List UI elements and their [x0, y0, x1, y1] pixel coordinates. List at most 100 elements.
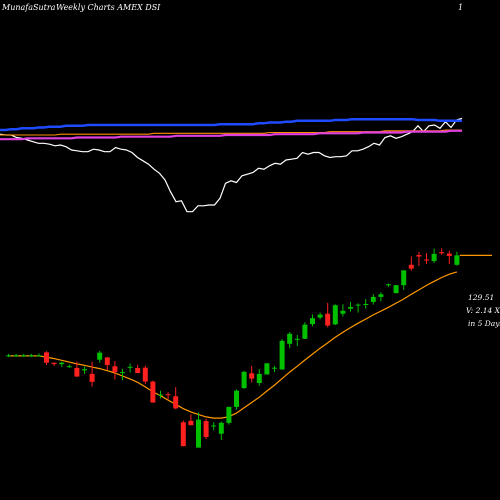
candle [66, 364, 72, 368]
candle [97, 350, 103, 363]
candle-body [439, 252, 445, 254]
candle [28, 353, 34, 358]
candle [401, 270, 407, 290]
candle-body [6, 355, 11, 357]
candle [211, 422, 217, 431]
candle-body [89, 373, 95, 382]
candle-body [332, 305, 338, 325]
candle [310, 314, 315, 327]
candle [218, 421, 224, 440]
chart-title: Weekly Charts AMEX DSI [56, 3, 161, 12]
candle-body [21, 355, 27, 357]
candle [317, 312, 323, 320]
candle [158, 390, 163, 399]
corner-marker: 1 [458, 3, 463, 12]
candle [408, 256, 414, 271]
candle-body [272, 367, 277, 369]
candle [386, 283, 391, 287]
candle-body [310, 318, 315, 325]
candle [287, 332, 293, 349]
candle-body [135, 368, 141, 374]
candle [6, 353, 11, 358]
candle [370, 294, 376, 305]
candle [150, 380, 156, 403]
candle-body [211, 425, 217, 427]
candle [272, 365, 277, 373]
candle [294, 334, 300, 347]
candle [112, 360, 118, 380]
candle-body [150, 381, 156, 403]
price-panel [6, 248, 492, 448]
candle-body [112, 366, 118, 373]
candle [454, 251, 460, 266]
candle-body [120, 372, 125, 374]
candle-body [287, 333, 293, 344]
candle [13, 353, 19, 358]
candle [241, 370, 247, 389]
candle [431, 248, 437, 264]
candle-body [241, 371, 247, 389]
candle-body [188, 420, 194, 426]
candle-body [44, 352, 49, 363]
candle-body [279, 340, 285, 370]
candle-body [370, 296, 376, 302]
candle-body [104, 357, 110, 366]
candle [127, 363, 133, 373]
candle [142, 365, 148, 384]
site-label: MunafaSutra [1, 3, 56, 12]
candle-body [378, 294, 384, 297]
candle [378, 292, 384, 302]
candle [74, 361, 80, 377]
candle-body [408, 264, 414, 269]
candle-body [424, 259, 429, 261]
candle-body [454, 255, 460, 265]
ema-line [8, 271, 458, 419]
candle [196, 412, 201, 448]
candle-body [226, 406, 232, 423]
candle-body [74, 368, 80, 377]
candle [340, 304, 346, 317]
candle-body [97, 352, 103, 360]
candle [135, 364, 141, 374]
candle-body [165, 394, 171, 396]
candle [203, 419, 209, 440]
candle-body [13, 355, 19, 357]
candle-body [355, 304, 361, 306]
candle [51, 362, 57, 366]
indicator-panel [0, 117, 463, 213]
candle-body [59, 362, 65, 365]
candle [120, 368, 125, 381]
candle-body [264, 363, 270, 375]
candle [180, 420, 186, 447]
candle-body [127, 366, 133, 368]
candle [363, 299, 369, 309]
candle [348, 301, 353, 312]
candle-body [393, 285, 399, 294]
candle [332, 304, 338, 325]
candle [325, 302, 331, 328]
candle-body [249, 373, 255, 379]
candle [89, 361, 95, 387]
candle [165, 392, 171, 400]
candle [439, 248, 445, 255]
candle-body [234, 390, 239, 407]
candle-body [66, 366, 72, 368]
candle-body [386, 284, 391, 286]
candle-body [294, 338, 300, 340]
candle [82, 366, 87, 374]
candle [279, 339, 285, 370]
candle-body [340, 310, 346, 314]
candle [173, 387, 179, 410]
candle-body [348, 306, 353, 309]
candle-body [363, 304, 369, 306]
candle-body [256, 373, 262, 384]
candle [256, 369, 262, 386]
candle [302, 322, 308, 340]
indicator-series-1 [0, 117, 462, 132]
days-label: in 5 Days [468, 319, 500, 328]
candle [416, 251, 422, 266]
candle-body [325, 313, 331, 326]
candle [446, 250, 452, 264]
candle-body [36, 355, 42, 357]
candle-body [218, 422, 224, 434]
